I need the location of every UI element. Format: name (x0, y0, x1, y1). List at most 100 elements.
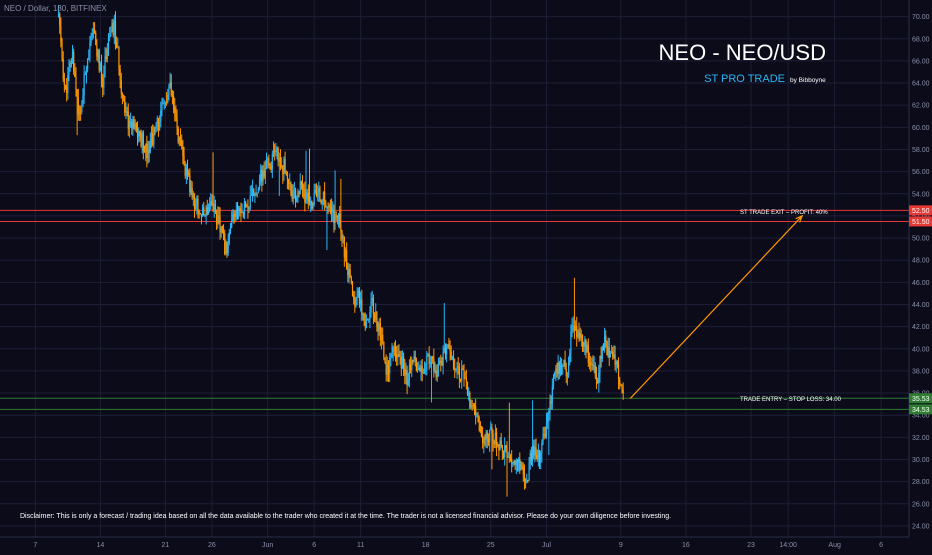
candle-body (368, 319, 370, 321)
candle-body (282, 165, 284, 175)
candle-body (177, 128, 179, 143)
candle-body (502, 450, 505, 458)
candle-body (421, 366, 423, 373)
candle-body (472, 405, 474, 407)
candle-body (512, 461, 514, 464)
candle-body (260, 169, 262, 181)
candle-body (501, 445, 503, 451)
candle-body (622, 389, 624, 394)
candle-body (422, 372, 424, 374)
candle-body (166, 101, 168, 103)
candle-body (536, 454, 538, 459)
candle-body (303, 188, 305, 191)
candle-body (235, 209, 237, 217)
candle-body (378, 323, 380, 332)
candle-body (585, 339, 587, 353)
candle-body (577, 331, 579, 337)
candle-body (346, 250, 348, 270)
candle-body (590, 362, 592, 366)
candle-body (522, 466, 524, 475)
candle-body (484, 437, 486, 440)
candle-body (197, 199, 199, 211)
candle-body (264, 168, 266, 177)
candle-body (508, 456, 510, 458)
candle-body (498, 444, 500, 451)
candle-body (351, 282, 354, 297)
price-axis[interactable]: 24.0026.0028.0030.0032.0034.0036.0038.00… (908, 0, 932, 550)
candle-body (317, 192, 319, 196)
candle-body (336, 215, 338, 218)
candle-body (342, 236, 344, 239)
candle-body (427, 354, 429, 356)
candle-body (129, 121, 132, 123)
candle-body (221, 226, 223, 234)
candle-body (435, 370, 437, 378)
candle-body (455, 369, 457, 370)
candle-body (405, 370, 407, 376)
candle-body (411, 359, 413, 370)
candle-body (66, 85, 68, 93)
candle-body (227, 243, 229, 253)
candle-body (161, 104, 163, 111)
candle-body (506, 447, 508, 458)
candle-body (483, 437, 485, 444)
candle-body (102, 77, 104, 88)
time-tick-label: 14 (96, 542, 104, 549)
candle-body (580, 335, 582, 339)
candle-body (404, 368, 406, 376)
candle-body (298, 193, 300, 195)
candle-body (255, 192, 257, 194)
candle-body (528, 463, 530, 481)
candle-body (399, 356, 401, 358)
candle-body (428, 354, 430, 364)
candle-body (95, 33, 97, 45)
candle-body (588, 362, 591, 364)
candle-body (87, 59, 89, 70)
candle-body (61, 42, 63, 59)
candle-body (325, 203, 327, 208)
candle-body (104, 56, 106, 75)
candle-body (488, 429, 491, 443)
candle-body (495, 432, 498, 447)
candle-body (515, 460, 517, 465)
candle-body (565, 369, 567, 377)
candle-body (196, 199, 198, 205)
price-tick-label: 50.00 (912, 236, 930, 243)
candle-body (571, 325, 573, 332)
candle-body (318, 188, 320, 193)
candle-body (361, 299, 363, 315)
candle-body (145, 143, 147, 153)
candle-body (254, 193, 256, 196)
candle-body (185, 168, 187, 176)
candle-body (172, 95, 175, 108)
candle-body (132, 119, 134, 129)
candle-body (396, 354, 398, 358)
candle-body (85, 69, 88, 75)
candle-body (112, 23, 114, 35)
candle-body (243, 201, 246, 217)
level-badge (909, 205, 932, 216)
candle-body (125, 111, 127, 113)
candle-body (265, 160, 268, 169)
candle-body (242, 211, 244, 217)
candle-body (63, 78, 65, 86)
candle-body (549, 401, 551, 411)
symbol-label: NEO / Dollar, 180, BITFINEX (4, 4, 107, 13)
candle-body (287, 179, 290, 185)
candle-body (114, 20, 117, 43)
candle-body (308, 201, 311, 204)
candle-body (451, 357, 454, 360)
candle-body (440, 361, 442, 363)
price-tick-label: 54.00 (912, 191, 930, 198)
candle-body (350, 277, 352, 283)
candle-body (348, 269, 350, 276)
time-tick-label: 21 (162, 542, 170, 549)
candle-body (408, 364, 411, 381)
candle-body (199, 213, 201, 215)
candle-body (285, 171, 287, 175)
candle-body (458, 367, 460, 379)
candle-body (204, 215, 206, 216)
candle-body (544, 435, 546, 436)
time-axis[interactable]: 7 14 21 26 Jun 6 11 18 25 Jul 9 16 23 14:00 Aug 6 (0, 536, 932, 550)
